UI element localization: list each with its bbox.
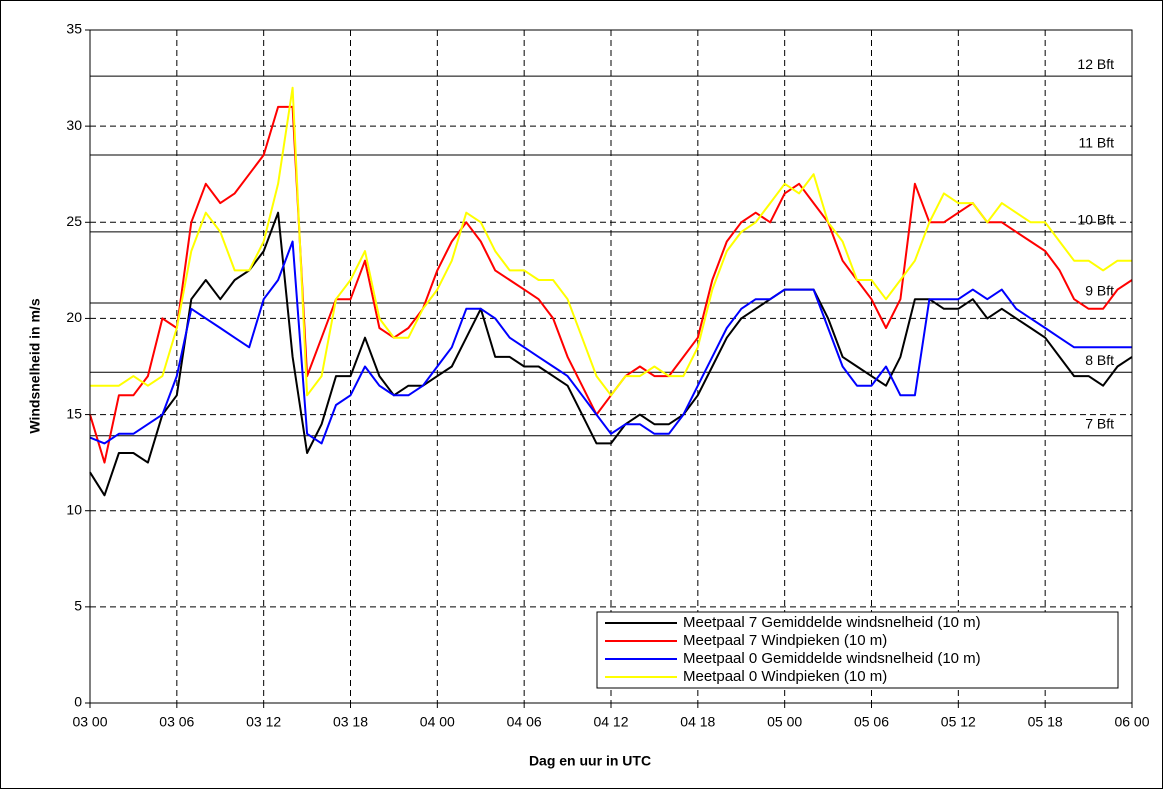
series-line xyxy=(89,211,1133,497)
reference-label: 10 Bft xyxy=(1077,212,1114,228)
series-line xyxy=(89,240,1132,445)
y-tick-label: 15 xyxy=(66,405,82,421)
legend-label: Meetpaal 0 Gemiddelde windsnelheid (10 m… xyxy=(683,650,981,667)
y-tick-label: 0 xyxy=(74,694,82,710)
plot-border xyxy=(89,29,1133,704)
x-tick-label: 05 12 xyxy=(941,714,976,730)
x-tick-label: 04 18 xyxy=(680,714,715,730)
reference-label: 12 Bft xyxy=(1077,56,1114,72)
x-tick-label: 04 00 xyxy=(420,714,455,730)
legend-label: Meetpaal 7 Windpieken (10 m) xyxy=(683,632,887,649)
y-tick-label: 25 xyxy=(66,213,82,229)
reference-label: 11 Bft xyxy=(1078,135,1114,151)
legend: Meetpaal 7 Gemiddelde windsnelheid (10 m… xyxy=(596,611,1119,689)
legend-box xyxy=(596,611,1119,689)
y-tick-label: 35 xyxy=(66,21,82,37)
reference-label: 7 Bft xyxy=(1085,415,1114,431)
y-tick-label: 20 xyxy=(66,309,82,325)
x-axis-title: Dag en uur in UTC xyxy=(529,753,651,769)
y-axis-title: Windsnelheid in m/s xyxy=(27,298,43,433)
x-tick-label: 06 00 xyxy=(1114,714,1149,730)
x-tick-label: 05 06 xyxy=(854,714,889,730)
x-tick-label: 04 06 xyxy=(507,714,542,730)
x-tick-label: 03 06 xyxy=(159,714,194,730)
y-tick-label: 5 xyxy=(74,598,82,614)
reference-label: 8 Bft xyxy=(1085,352,1114,368)
series-line xyxy=(90,86,1132,397)
y-tick-label: 10 xyxy=(66,501,82,517)
legend-label: Meetpaal 0 Windpieken (10 m) xyxy=(683,668,887,685)
x-tick-label: 03 00 xyxy=(72,714,107,730)
reference-label: 9 Bft xyxy=(1085,283,1114,299)
x-tick-label: 03 12 xyxy=(246,714,281,730)
y-tick-label: 30 xyxy=(66,117,82,133)
x-tick-label: 05 00 xyxy=(767,714,802,730)
x-tick-label: 05 18 xyxy=(1028,714,1063,730)
x-tick-label: 04 12 xyxy=(593,714,628,730)
x-tick-label: 03 18 xyxy=(333,714,368,730)
legend-label: Meetpaal 7 Gemiddelde windsnelheid (10 m… xyxy=(683,614,981,631)
